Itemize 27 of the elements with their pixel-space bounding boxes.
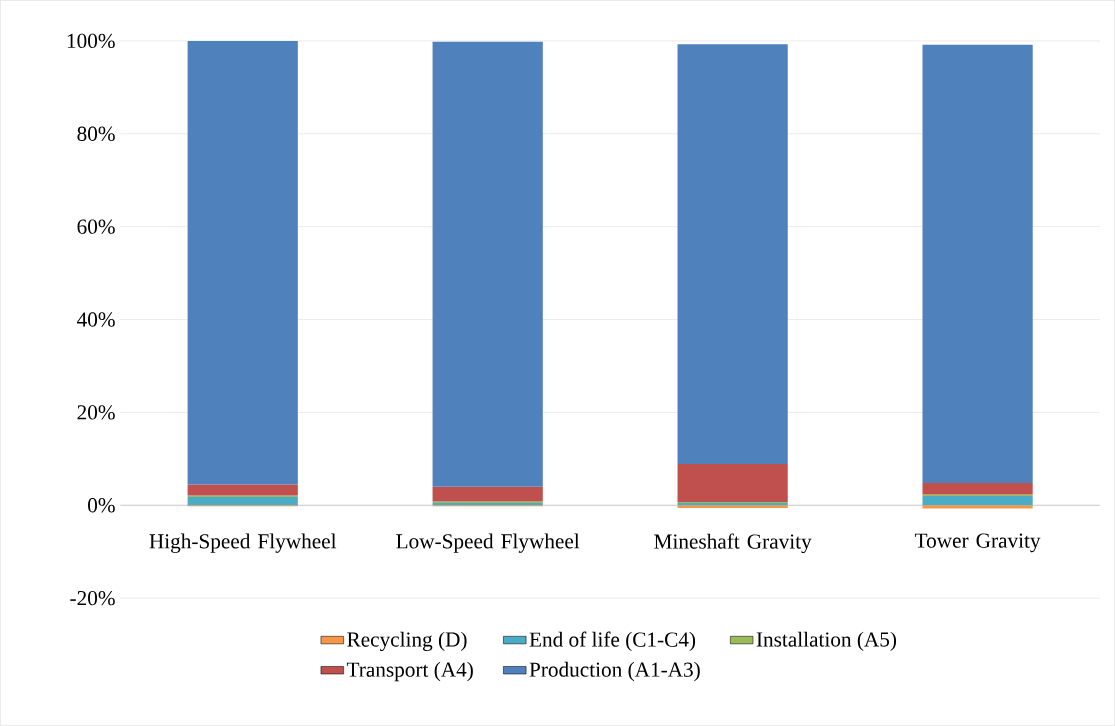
x-tick-label: Low-Speed Flywheel — [396, 533, 580, 553]
legend-label: Recycling (D) — [347, 631, 467, 652]
bar — [922, 496, 1033, 506]
bar — [922, 505, 1033, 509]
y-tick-label: 40% — [77, 312, 115, 327]
y-tick-label: 100% — [67, 33, 115, 49]
x-tick-label: Mineshaft Gravity — [654, 533, 812, 554]
y-tick-label: -20% — [70, 591, 115, 606]
legend-label: End of life (C1-C4) — [529, 631, 696, 652]
y-tick-label: 0% — [88, 498, 115, 513]
legend-label: Production (A1-A3) — [529, 661, 700, 682]
legend-label: Installation (A5) — [756, 631, 897, 652]
x-tick-label: Tower Gravity — [914, 533, 1041, 553]
legend-label: Transport (A4) — [346, 661, 473, 682]
bar — [187, 497, 298, 506]
bar — [922, 44, 1033, 484]
y-tick-label: 20% — [77, 405, 115, 420]
x-tick-label: High-Speed Flywheel — [149, 533, 337, 553]
bar — [432, 41, 543, 487]
y-tick-label: 60% — [77, 219, 115, 234]
bar — [922, 483, 1033, 495]
bar — [432, 486, 543, 502]
bar — [677, 464, 788, 503]
bar — [677, 44, 788, 465]
bar — [187, 41, 298, 485]
y-tick-label: 80% — [77, 126, 115, 142]
bar — [187, 484, 298, 496]
